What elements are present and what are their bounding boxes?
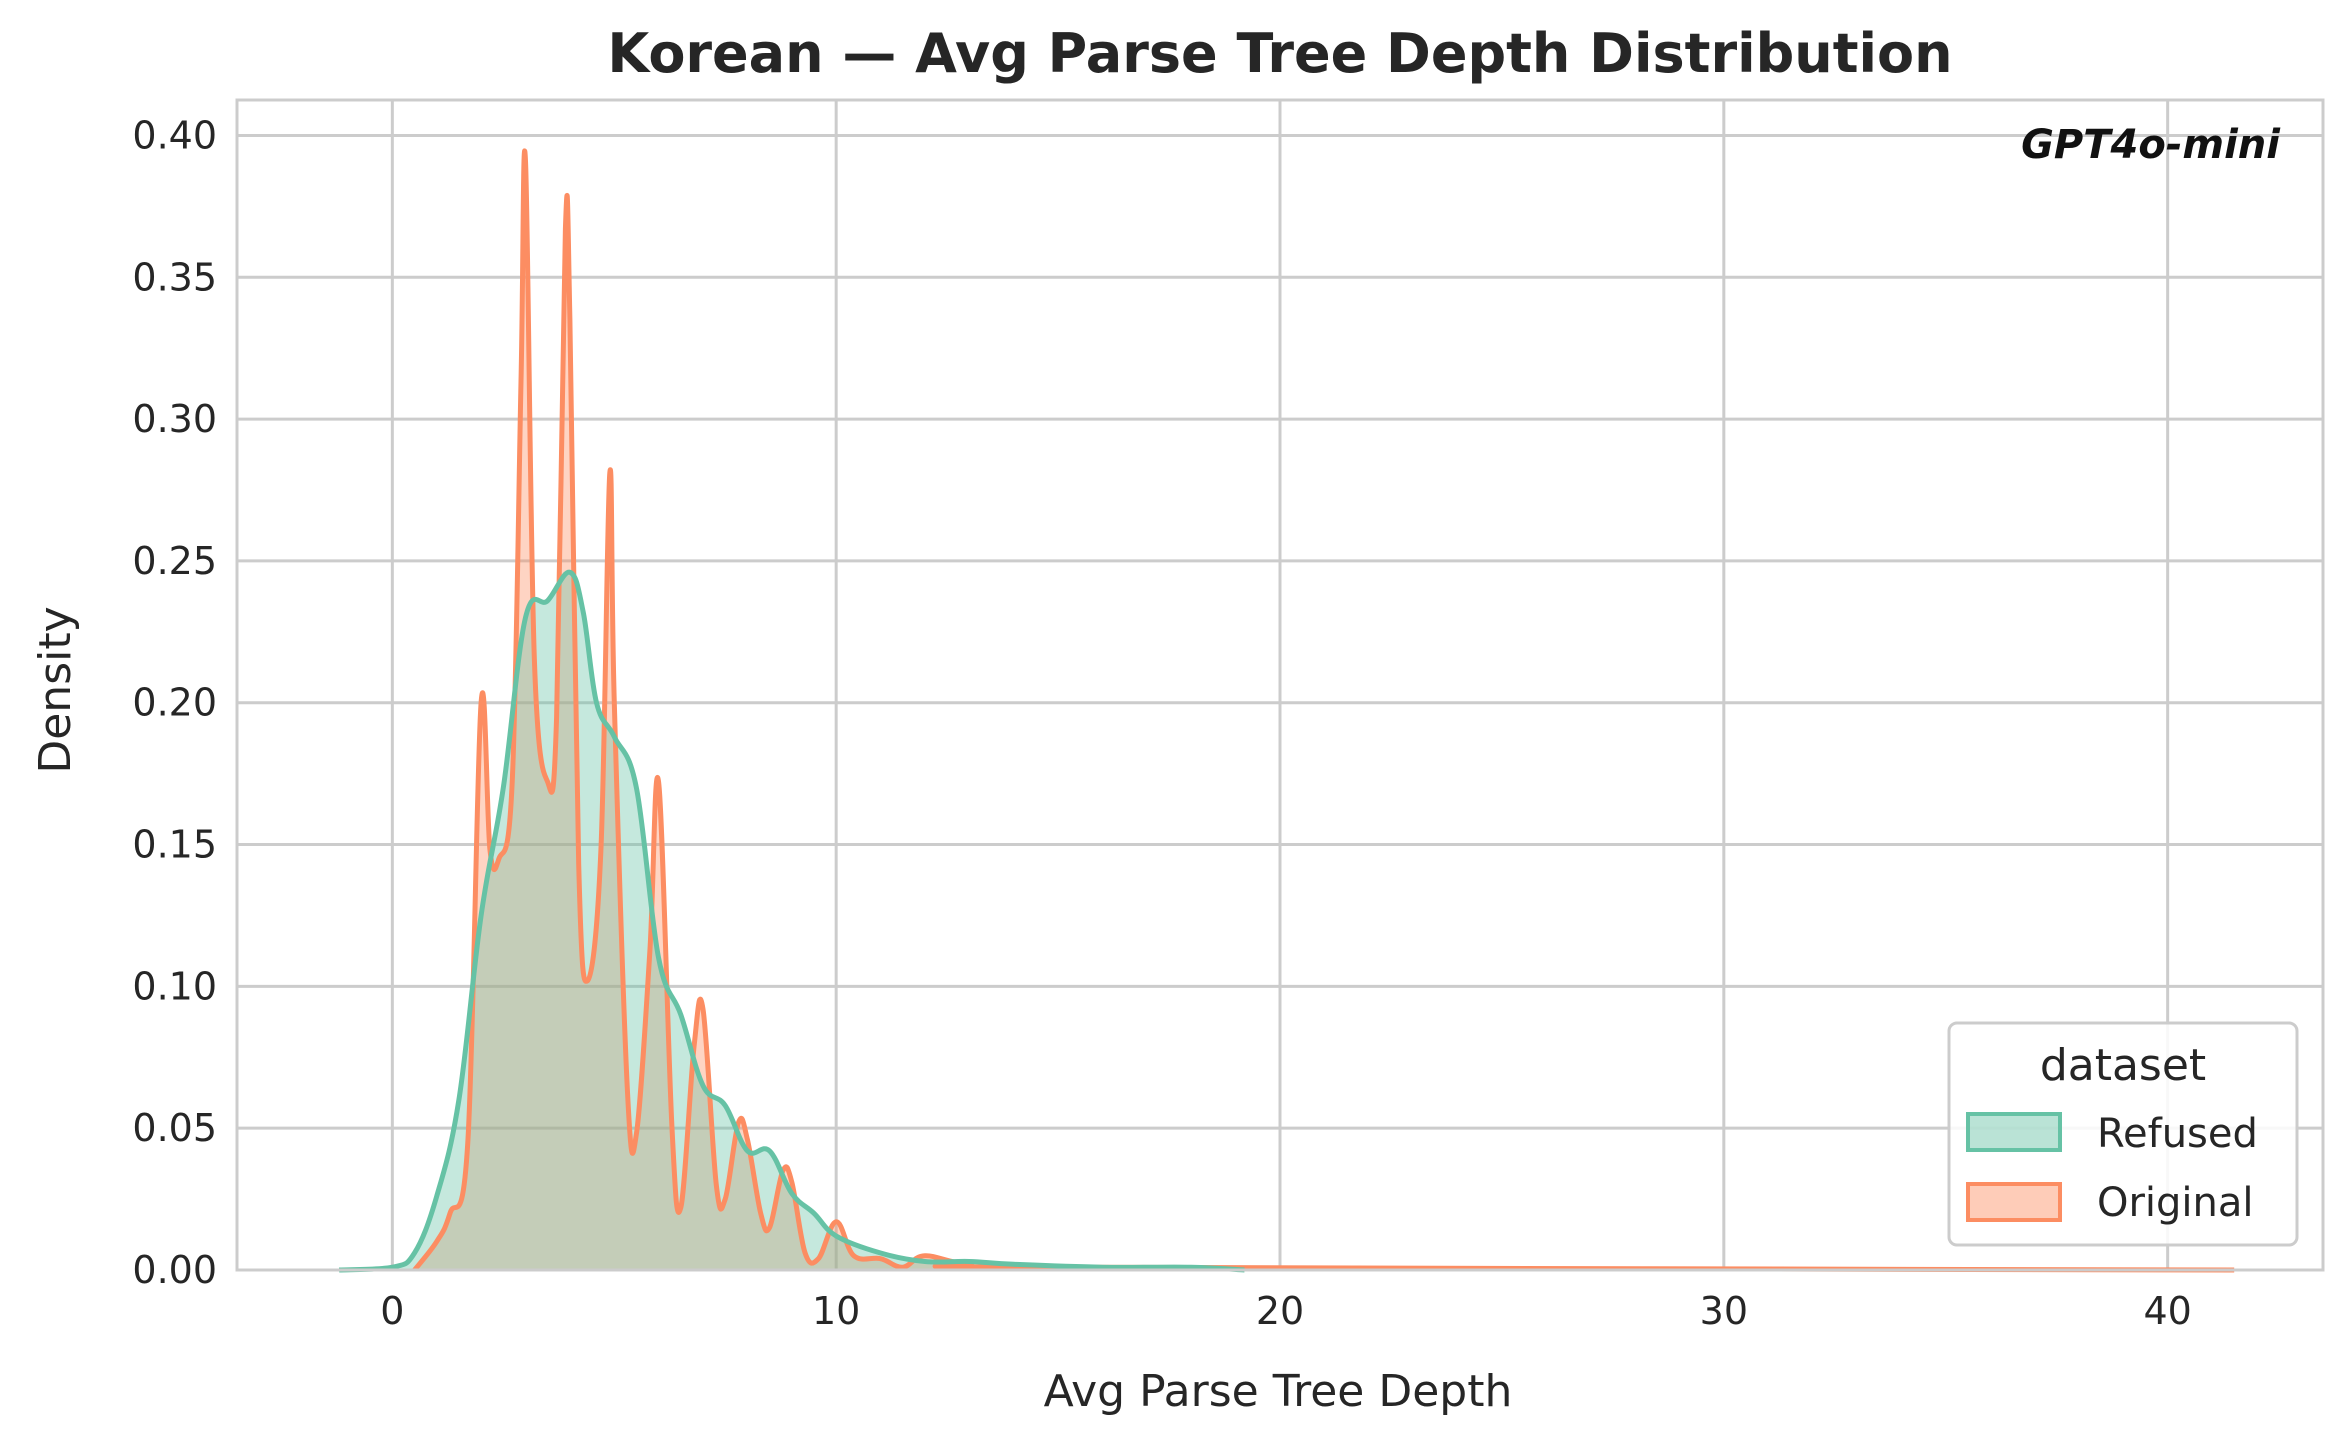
tick-labels: 0 10 20 30 40 0.00 0.05 0.10 0.15 0.20 0.25 0.30 0.3… [132, 113, 2191, 1333]
y-tick-label: 0.35 [132, 255, 217, 299]
legend-swatch-refused [1966, 1112, 2062, 1152]
area-fill-refused [339, 572, 1245, 1270]
y-tick-label: 0.30 [132, 397, 217, 441]
legend-label-refused: Refused [2097, 1111, 2258, 1157]
legend: dataset Refused Original [1947, 1021, 2299, 1247]
y-axis-label: Density [30, 606, 81, 773]
chart-title: Korean — Avg Parse Tree Depth Distributi… [607, 22, 1952, 85]
y-tick-label: 0.00 [132, 1248, 217, 1292]
y-tick-label: 0.40 [132, 113, 217, 157]
x-tick-label: 30 [1700, 1289, 1748, 1333]
plot-frame [235, 98, 2325, 1272]
series-layer [338, 148, 2235, 1273]
area-fill-original [414, 150, 2235, 1270]
y-tick-label: 0.10 [132, 964, 217, 1008]
x-tick-label: 0 [380, 1289, 404, 1333]
legend-box [1947, 1021, 2299, 1247]
legend-label-original: Original [2097, 1180, 2254, 1226]
x-tick-label: 20 [1256, 1289, 1304, 1333]
density-line-original [412, 148, 2235, 1273]
legend-title: dataset [2040, 1040, 2206, 1091]
y-tick-label: 0.25 [132, 539, 217, 583]
model-annotation: GPT4o-mini [2021, 122, 2281, 168]
grid [237, 100, 2323, 1272]
legend-swatch-original [1966, 1182, 2062, 1222]
y-tick-label: 0.20 [132, 681, 217, 725]
y-tick-label: 0.15 [132, 823, 217, 867]
density-line-refused [338, 569, 1245, 1273]
y-tick-label: 0.05 [132, 1106, 217, 1150]
x-tick-label: 40 [2143, 1289, 2191, 1333]
x-tick-label: 10 [812, 1289, 860, 1333]
x-axis-label: Avg Parse Tree Depth [1044, 1366, 1513, 1417]
